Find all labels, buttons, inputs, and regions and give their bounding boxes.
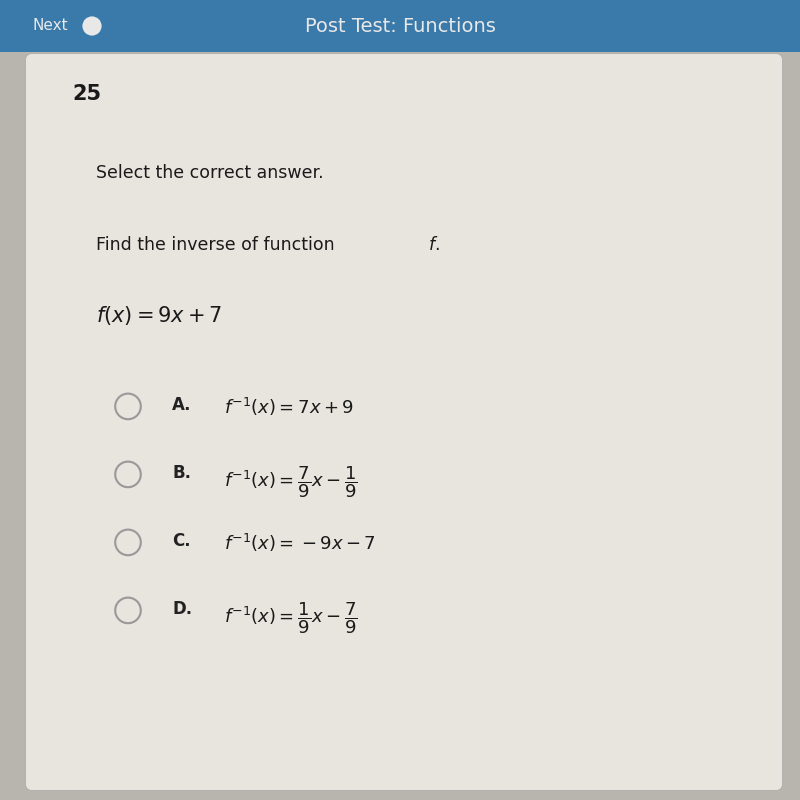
Text: Next: Next <box>32 18 68 34</box>
Text: B.: B. <box>172 464 191 482</box>
Text: 25: 25 <box>72 84 101 104</box>
Text: $f^{-1}(x) = 7x + 9$: $f^{-1}(x) = 7x + 9$ <box>224 396 354 418</box>
Text: $f^{-1}(x) = \dfrac{7}{9}x - \dfrac{1}{9}$: $f^{-1}(x) = \dfrac{7}{9}x - \dfrac{1}{9… <box>224 464 358 500</box>
Circle shape <box>82 16 102 35</box>
Text: D.: D. <box>172 600 192 618</box>
Text: A.: A. <box>172 396 191 414</box>
FancyBboxPatch shape <box>26 54 782 790</box>
Text: $f(x) = 9x + 7$: $f(x) = 9x + 7$ <box>96 304 222 327</box>
Text: C.: C. <box>172 532 190 550</box>
Text: $f^{-1}(x) = -9x - 7$: $f^{-1}(x) = -9x - 7$ <box>224 532 376 554</box>
Text: Find the inverse of function: Find the inverse of function <box>96 236 340 254</box>
Text: Select the correct answer.: Select the correct answer. <box>96 164 324 182</box>
Text: $f$.: $f$. <box>428 236 440 254</box>
Text: $f^{-1}(x) = \dfrac{1}{9}x - \dfrac{7}{9}$: $f^{-1}(x) = \dfrac{1}{9}x - \dfrac{7}{9… <box>224 600 358 636</box>
FancyBboxPatch shape <box>0 0 800 52</box>
Text: Post Test: Functions: Post Test: Functions <box>305 17 495 35</box>
